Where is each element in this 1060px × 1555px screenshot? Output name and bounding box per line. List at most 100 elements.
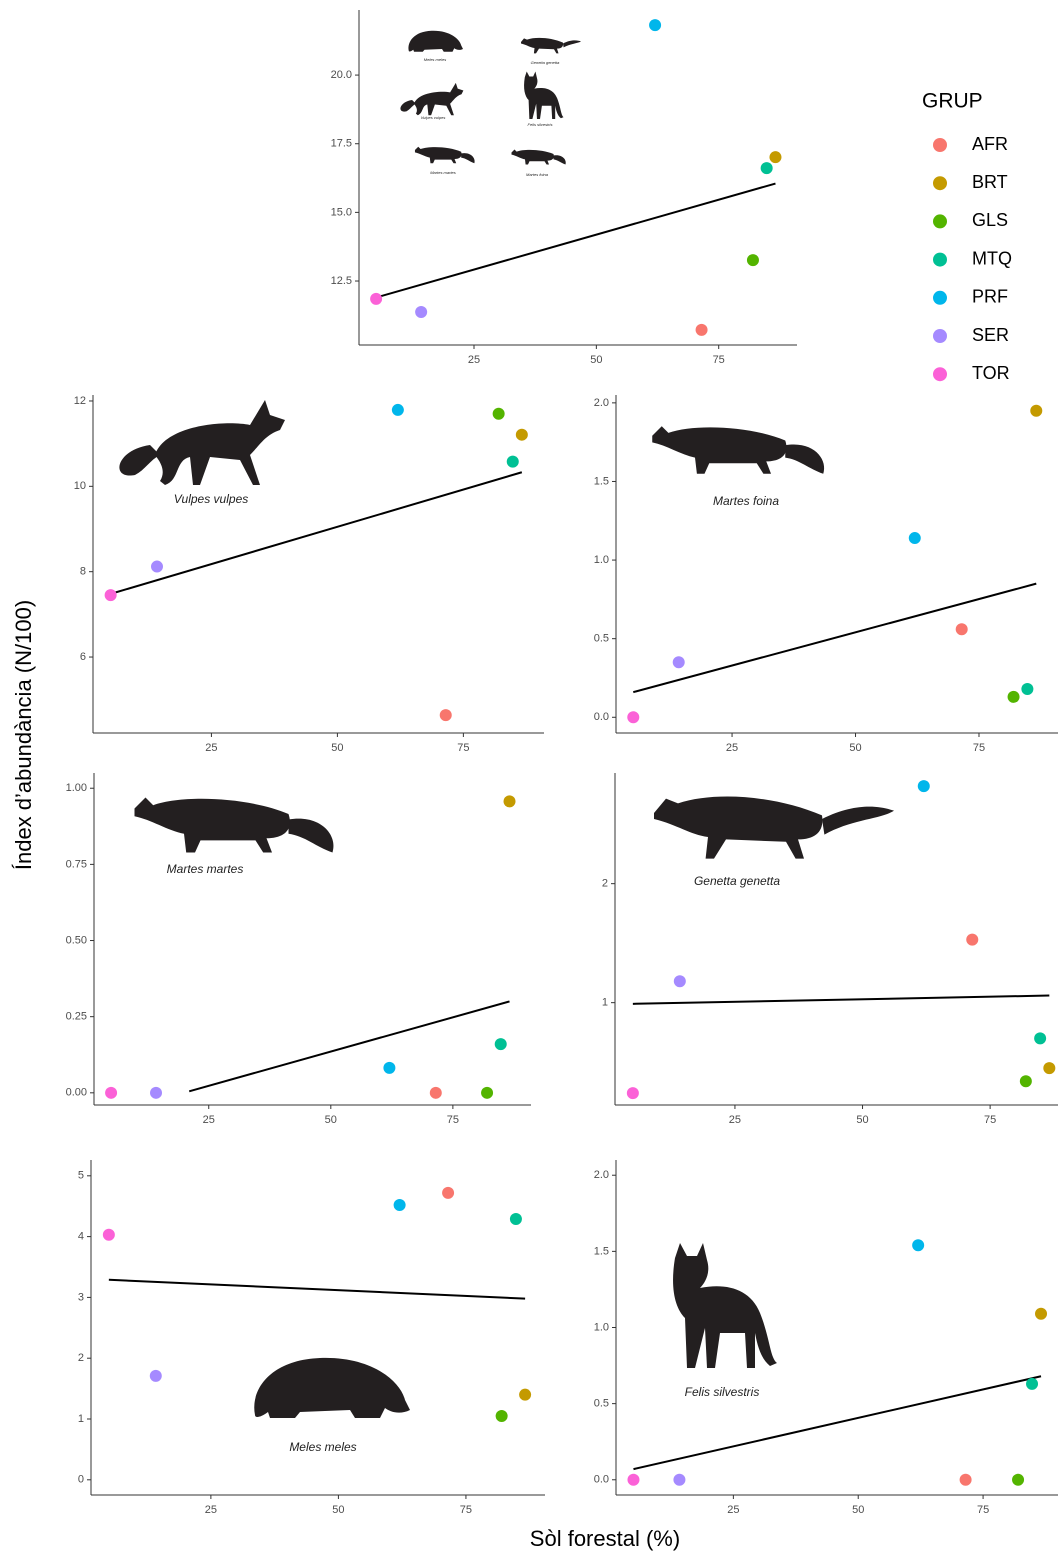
- page: Índex d’abundància (N/100) Sòl forestal …: [0, 0, 1060, 1555]
- silhouette: [408, 31, 463, 52]
- point: [918, 780, 930, 792]
- point: [627, 1474, 639, 1486]
- legend-swatch: [933, 367, 947, 381]
- silhouette-part: [652, 426, 786, 474]
- silhouette-part: [155, 400, 285, 485]
- point: [493, 408, 505, 420]
- y-tick-label: 2.0: [594, 1169, 609, 1181]
- silhouette-part: [135, 798, 290, 853]
- species-label: Martes foina: [713, 494, 779, 508]
- point: [430, 1087, 442, 1099]
- x-tick-label: 75: [977, 1504, 989, 1516]
- silhouette-part: [673, 1243, 777, 1368]
- y-tick-label: 0.0: [594, 711, 609, 723]
- fit-line: [633, 584, 1036, 692]
- legend-swatch: [933, 176, 947, 190]
- silhouette: [415, 147, 475, 164]
- legend-label: PRF: [972, 287, 1008, 307]
- x-tick-label: 75: [460, 1504, 472, 1516]
- point: [761, 162, 773, 174]
- x-tick-label: 50: [331, 742, 343, 754]
- y-tick-label: 2: [602, 878, 608, 890]
- fit-line: [633, 996, 1049, 1004]
- point: [1034, 1032, 1046, 1044]
- y-axis-label: Índex d’abundància (N/100): [11, 600, 36, 870]
- point: [507, 456, 519, 468]
- silhouette-part: [521, 38, 563, 54]
- point: [105, 589, 117, 601]
- point: [481, 1087, 493, 1099]
- silhouette-part: [822, 807, 894, 835]
- y-tick-label: 0: [78, 1474, 84, 1486]
- legend-label: SER: [972, 325, 1009, 345]
- y-tick-label: 1: [602, 997, 608, 1009]
- y-tick-label: 0.50: [66, 934, 87, 946]
- legend-label: BRT: [972, 172, 1008, 192]
- point: [674, 975, 686, 987]
- y-tick-label: 0.5: [594, 633, 609, 645]
- legend-label: AFR: [972, 134, 1008, 154]
- y-tick-label: 1.00: [66, 782, 87, 794]
- silhouette-part: [654, 797, 822, 859]
- point: [415, 306, 427, 318]
- y-tick-label: 1.5: [594, 475, 609, 487]
- legend-swatch: [933, 138, 947, 152]
- fit-line: [189, 1001, 509, 1091]
- silhouette-part: [119, 445, 160, 476]
- silhouette-part: [254, 1358, 410, 1418]
- silhouette-part: [414, 83, 463, 115]
- silhouette: [524, 72, 564, 120]
- y-tick-label: 10: [74, 480, 86, 492]
- legend-swatch: [933, 253, 947, 267]
- point: [966, 934, 978, 946]
- point: [1026, 1378, 1038, 1390]
- legend-title: GRUP: [922, 90, 983, 113]
- point: [510, 1213, 522, 1225]
- legend-swatch: [933, 329, 947, 343]
- y-tick-label: 6: [80, 651, 86, 663]
- y-tick-label: 0.25: [66, 1011, 87, 1023]
- point: [1008, 691, 1020, 703]
- point: [150, 1370, 162, 1382]
- fit-line: [111, 472, 522, 594]
- silhouette: [135, 798, 334, 853]
- x-tick-label: 25: [468, 354, 480, 366]
- silhouette: [521, 38, 581, 54]
- silhouette-part: [554, 155, 566, 164]
- icon-label: Felis silvestris: [528, 122, 553, 127]
- point: [1035, 1308, 1047, 1320]
- y-tick-label: 12.5: [331, 275, 352, 287]
- point: [912, 1239, 924, 1251]
- silhouette: [400, 83, 463, 115]
- point: [627, 1087, 639, 1099]
- silhouette: [652, 426, 824, 474]
- point: [1030, 405, 1042, 417]
- y-tick-label: 15.0: [331, 206, 352, 218]
- y-tick-label: 20.0: [331, 69, 352, 81]
- y-tick-label: 1.0: [594, 1321, 609, 1333]
- y-tick-label: 3: [78, 1291, 84, 1303]
- legend-label: MTQ: [972, 248, 1012, 268]
- y-tick-label: 8: [80, 566, 86, 578]
- x-tick-label: 50: [852, 1504, 864, 1516]
- point: [516, 429, 528, 441]
- point: [442, 1187, 454, 1199]
- x-tick-label: 25: [726, 742, 738, 754]
- point: [769, 151, 781, 163]
- point: [392, 404, 404, 416]
- legend-label: TOR: [972, 363, 1010, 383]
- species-label: Meles meles: [289, 1440, 356, 1454]
- point: [1021, 683, 1033, 695]
- point: [496, 1410, 508, 1422]
- silhouette-part: [289, 819, 334, 853]
- x-tick-label: 75: [984, 1114, 996, 1126]
- x-tick-label: 50: [325, 1114, 337, 1126]
- x-tick-label: 75: [713, 354, 725, 366]
- point: [747, 254, 759, 266]
- x-tick-label: 75: [457, 742, 469, 754]
- point: [440, 709, 452, 721]
- fit-line: [376, 184, 775, 298]
- silhouette: [654, 797, 894, 859]
- silhouette-part: [512, 150, 554, 165]
- x-tick-label: 25: [727, 1504, 739, 1516]
